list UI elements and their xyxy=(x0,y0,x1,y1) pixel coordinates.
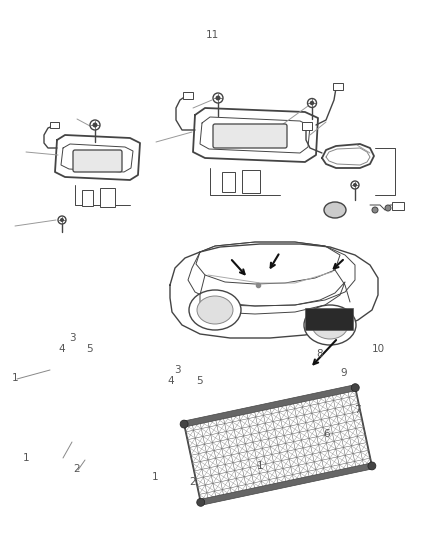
Text: 10: 10 xyxy=(372,344,385,354)
Circle shape xyxy=(215,95,220,101)
Bar xyxy=(242,170,260,193)
Circle shape xyxy=(307,99,317,108)
Text: 2: 2 xyxy=(73,464,80,474)
FancyBboxPatch shape xyxy=(213,124,287,148)
Bar xyxy=(333,83,343,90)
Text: 4: 4 xyxy=(167,376,174,386)
Bar xyxy=(200,463,373,505)
Circle shape xyxy=(372,207,378,213)
Circle shape xyxy=(368,462,376,470)
Text: 8: 8 xyxy=(316,350,323,359)
Bar xyxy=(305,308,353,330)
Bar xyxy=(302,122,312,130)
Circle shape xyxy=(197,498,205,506)
Circle shape xyxy=(353,183,357,187)
Text: 9: 9 xyxy=(340,368,347,378)
Text: 2: 2 xyxy=(189,478,196,487)
Bar xyxy=(82,190,93,206)
Circle shape xyxy=(213,93,223,103)
Text: 4: 4 xyxy=(58,344,65,354)
Text: 1: 1 xyxy=(23,454,30,463)
Circle shape xyxy=(351,384,359,392)
Bar xyxy=(183,92,193,99)
Text: 6: 6 xyxy=(323,430,330,439)
Circle shape xyxy=(92,123,98,127)
Bar xyxy=(184,387,372,502)
Text: 11: 11 xyxy=(206,30,219,39)
Text: 7: 7 xyxy=(353,406,360,415)
Bar xyxy=(100,188,115,207)
Circle shape xyxy=(90,120,100,130)
Bar xyxy=(50,122,59,128)
Ellipse shape xyxy=(324,202,346,218)
Circle shape xyxy=(180,420,188,428)
Bar xyxy=(222,172,235,192)
Text: 1: 1 xyxy=(12,374,19,383)
Ellipse shape xyxy=(197,296,233,324)
Text: 5: 5 xyxy=(196,376,203,386)
Text: 5: 5 xyxy=(86,344,93,354)
Circle shape xyxy=(351,181,359,189)
Circle shape xyxy=(385,205,391,211)
FancyBboxPatch shape xyxy=(73,150,122,172)
Ellipse shape xyxy=(304,305,356,345)
Text: 3: 3 xyxy=(69,334,76,343)
Bar xyxy=(184,385,356,427)
Circle shape xyxy=(310,101,314,105)
Text: 1: 1 xyxy=(257,462,264,471)
Ellipse shape xyxy=(189,290,241,330)
Text: 1: 1 xyxy=(152,472,159,482)
Ellipse shape xyxy=(312,311,348,339)
Circle shape xyxy=(60,218,64,222)
Circle shape xyxy=(58,216,66,224)
Text: 3: 3 xyxy=(174,366,181,375)
Bar xyxy=(392,202,404,210)
